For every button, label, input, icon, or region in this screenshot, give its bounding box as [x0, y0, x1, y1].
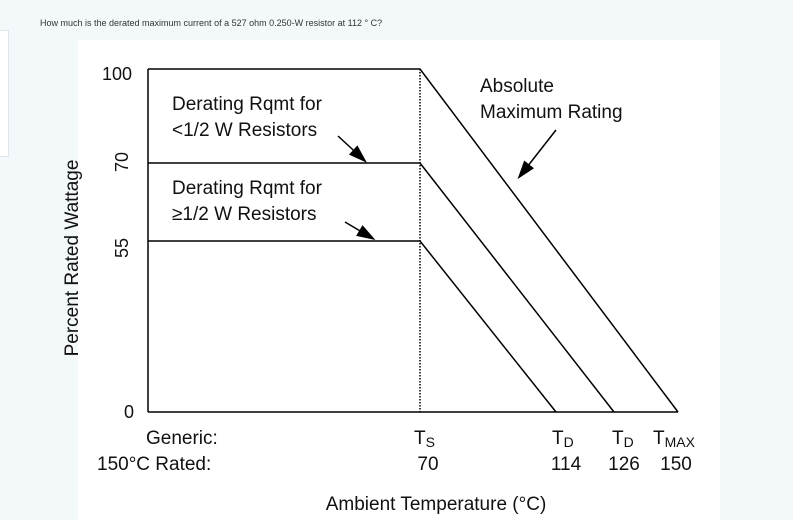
ge-arrow-head [356, 225, 376, 241]
y-tick-70: 70 [112, 152, 132, 172]
x-tick-td-114: TD 114 [551, 428, 582, 475]
y-tick-0: 0 [124, 402, 134, 422]
series-line-2 [148, 240, 557, 413]
lt-arrow-head [348, 145, 367, 163]
x-tick-td-126: TD 126 [608, 428, 640, 475]
series-line-0 [148, 68, 679, 413]
left-panel [0, 30, 9, 157]
lt-annotation-2: <1/2 W Resistors [172, 120, 317, 141]
svg-text:126: 126 [608, 454, 640, 475]
abs-annotation-1: Absolute [480, 76, 554, 97]
abs-arrow-head [517, 160, 534, 180]
ge-annotation-1: Derating Rqmt for [172, 178, 323, 199]
lt-annotation-1: Derating Rqmt for [172, 94, 323, 115]
y-tick-55: 55 [112, 238, 132, 258]
generic-label: Generic: [146, 428, 218, 449]
question-text: How much is the derated maximum current … [40, 18, 383, 28]
svg-text:TMAX: TMAX [653, 428, 696, 450]
x-axis-label: Ambient Temperature (°C) [326, 494, 547, 515]
x-tick-tmax: TMAX 150 [653, 428, 696, 475]
rated-label: 150°C Rated: [97, 454, 211, 475]
svg-text:TS: TS [414, 428, 435, 450]
svg-text:TD: TD [612, 428, 634, 450]
svg-text:70: 70 [417, 454, 438, 475]
svg-text:150: 150 [660, 454, 692, 475]
y-tick-100: 100 [102, 64, 132, 84]
abs-annotation-2: Maximum Rating [480, 102, 623, 123]
ge-annotation-2: ≥1/2 W Resistors [172, 204, 317, 225]
svg-text:TD: TD [552, 428, 574, 450]
chart-card [78, 40, 720, 520]
y-axis-label: Percent Rated Wattage [62, 160, 83, 357]
x-tick-ts: TS 70 [414, 428, 439, 475]
svg-text:114: 114 [551, 454, 582, 475]
series-line-1 [148, 162, 615, 413]
